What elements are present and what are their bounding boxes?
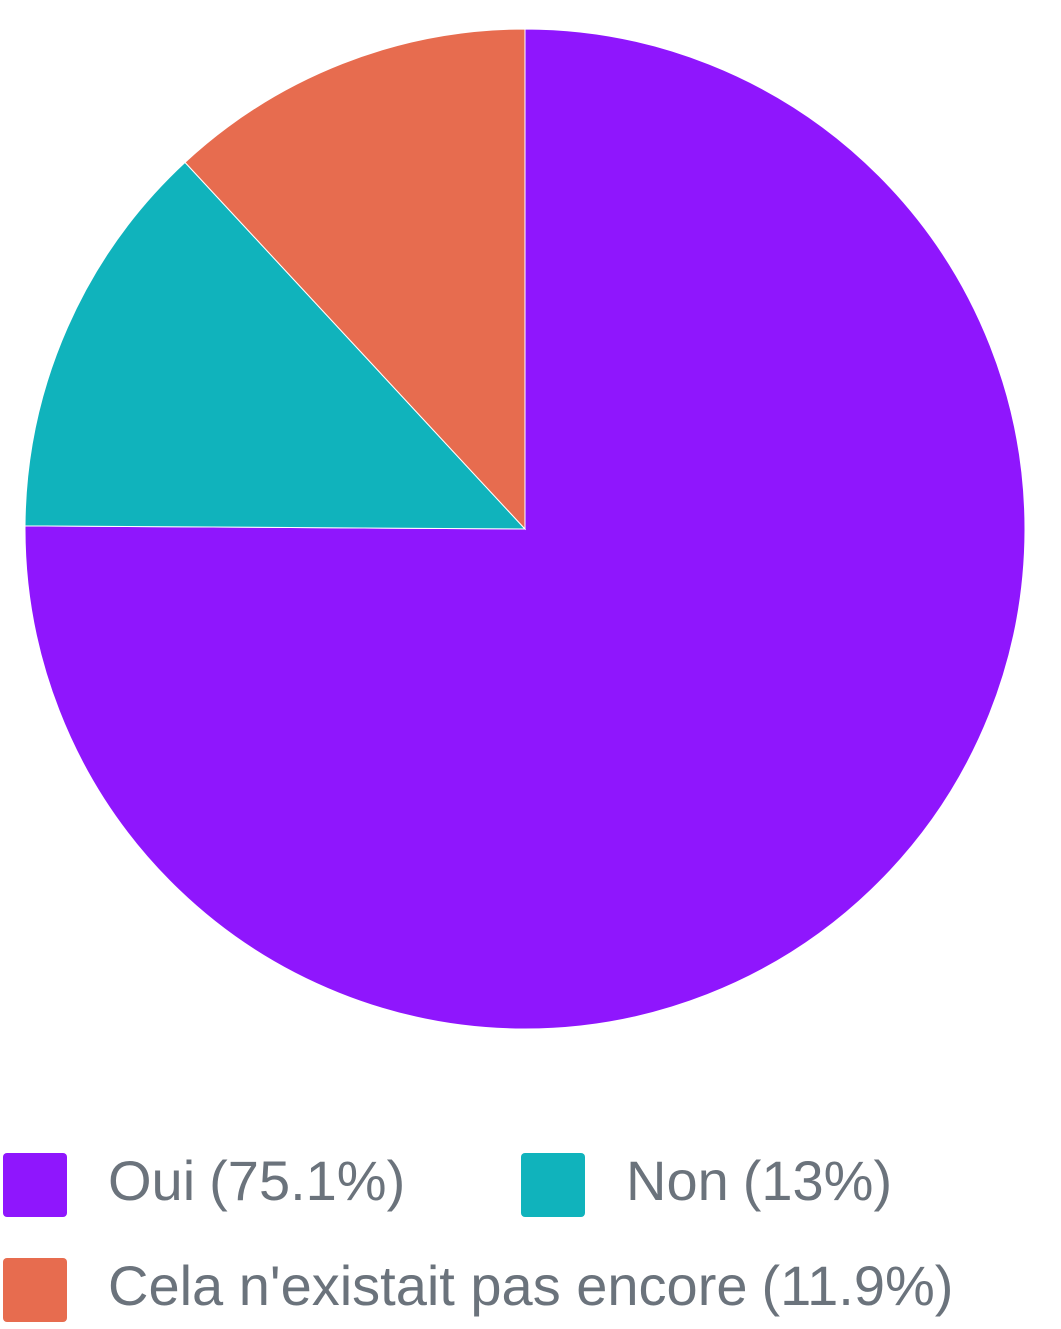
legend-category: Cela n'existait pas encore [108,1254,748,1317]
legend-category: Non [626,1149,729,1212]
pie-slice [24,161,527,530]
legend-swatch [3,1258,67,1322]
legend-value: (75.1%) [209,1149,405,1212]
legend-swatch [521,1153,585,1217]
legend-label: Oui (75.1%) [108,1149,405,1212]
pie-slice [184,28,526,531]
legend-category: Oui [108,1149,195,1212]
legend-label: Cela n'existait pas encore (11.9%) [108,1254,953,1317]
legend-label: Non (13%) [626,1149,892,1212]
legend-swatch [3,1153,67,1217]
legend-value: (11.9%) [762,1254,954,1317]
legend-value: (13%) [743,1149,892,1212]
pie-slice [24,28,1026,1030]
